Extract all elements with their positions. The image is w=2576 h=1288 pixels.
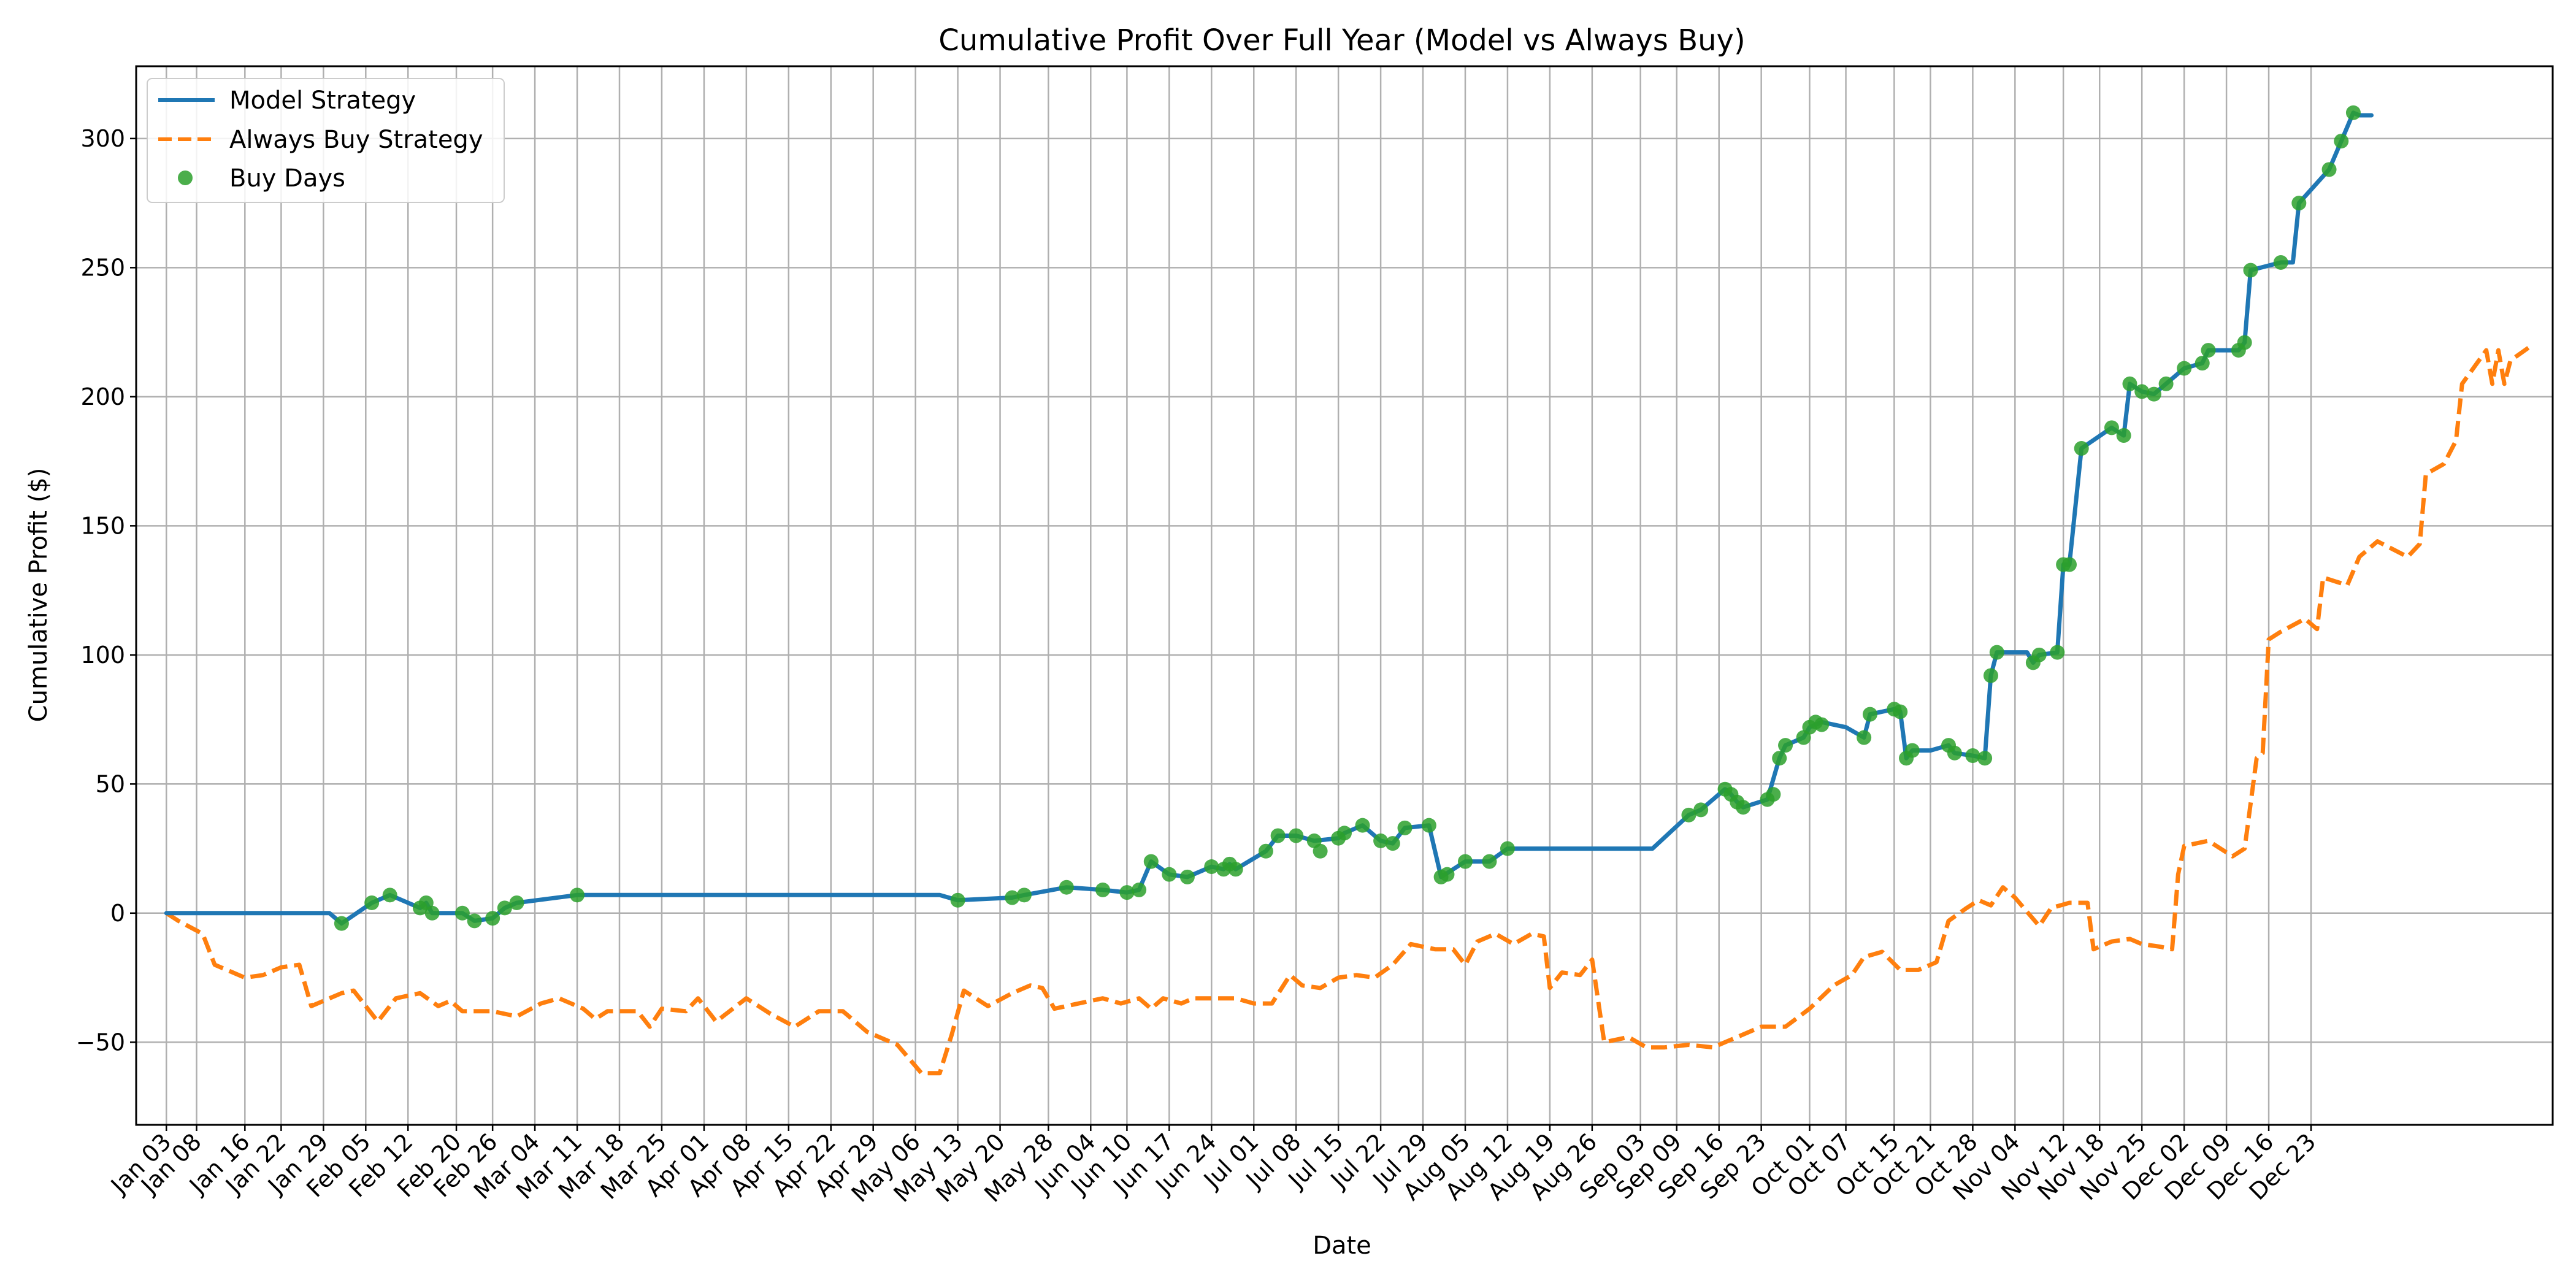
buy-day-point bbox=[1862, 707, 1877, 722]
plot-data bbox=[164, 105, 2530, 1076]
y-tick-label: 200 bbox=[80, 383, 125, 410]
buy-day-point bbox=[1857, 730, 1872, 745]
buy-day-point bbox=[2146, 386, 2161, 402]
buy-day-point bbox=[485, 911, 500, 926]
buy-day-point bbox=[1143, 854, 1159, 869]
buy-day-point bbox=[1355, 818, 1370, 833]
buy-day-point bbox=[2291, 196, 2307, 211]
buy-day-point bbox=[2122, 376, 2137, 391]
buy-day-point bbox=[1119, 885, 1135, 900]
buy-day-point bbox=[1258, 843, 1273, 859]
buy-day-point bbox=[2134, 384, 2150, 399]
y-tick-label: 150 bbox=[80, 512, 125, 539]
y-tick-label: 50 bbox=[96, 770, 125, 797]
buy-day-point bbox=[1016, 887, 1032, 903]
buy-day-point bbox=[1778, 738, 1793, 753]
buy-day-point bbox=[2321, 162, 2337, 177]
buy-day-point bbox=[1681, 807, 1696, 822]
y-tick-label: 0 bbox=[110, 900, 125, 927]
legend-frame bbox=[147, 78, 505, 203]
buy-day-point bbox=[1421, 818, 1436, 833]
buy-day-point bbox=[1904, 743, 1920, 758]
buy-day-point bbox=[2062, 557, 2077, 572]
buy-day-point bbox=[2195, 356, 2210, 371]
buy-day-point bbox=[497, 900, 512, 916]
legend-buy-days-marker bbox=[178, 171, 193, 185]
buy-day-point bbox=[1385, 836, 1400, 851]
plot-frame bbox=[135, 65, 2554, 1126]
buy-day-point bbox=[1766, 787, 1781, 802]
y-tick-label: 250 bbox=[80, 254, 125, 281]
buy-day-point bbox=[1313, 843, 1328, 859]
buy-day-point bbox=[1059, 880, 1074, 895]
buy-day-point bbox=[364, 895, 380, 910]
buy-day-point bbox=[1162, 867, 1177, 882]
buy-day-point bbox=[1439, 867, 1455, 882]
buy-day-point bbox=[2158, 376, 2174, 391]
buy-day-point bbox=[950, 892, 965, 908]
buy-day-point bbox=[2345, 105, 2361, 120]
buy-day-point bbox=[1977, 751, 1993, 766]
grid-lines bbox=[136, 66, 2553, 1125]
buy-day-point bbox=[1482, 854, 1497, 869]
buy-day-point bbox=[1289, 828, 1304, 843]
buy-day-point bbox=[570, 887, 585, 903]
buy-day-point bbox=[1204, 859, 1219, 875]
buy-day-point bbox=[1693, 802, 1709, 818]
buy-day-point bbox=[1772, 751, 1787, 766]
buy-day-point bbox=[1228, 862, 1243, 877]
buy-day-point bbox=[382, 887, 397, 903]
buy-day-point bbox=[1893, 704, 1908, 719]
buy-day-point bbox=[2177, 361, 2192, 376]
buy-day-point bbox=[2237, 335, 2252, 350]
legend-buy-days-label: Buy Days bbox=[229, 164, 345, 193]
buy-day-point bbox=[2334, 134, 2349, 149]
buy-day-point bbox=[454, 905, 470, 921]
buy-day-point bbox=[1095, 882, 1110, 897]
buy-day-point bbox=[2201, 343, 2216, 358]
buy-day-point bbox=[424, 905, 440, 921]
buy-day-point bbox=[2050, 645, 2065, 660]
chart-title: Cumulative Profit Over Full Year (Model … bbox=[938, 23, 1745, 58]
buy-day-point bbox=[2074, 441, 2089, 456]
buy-day-point bbox=[1947, 745, 1962, 761]
buy-day-point bbox=[1736, 800, 1751, 815]
buy-day-point bbox=[467, 913, 482, 929]
x-axis-label: Date bbox=[1313, 1232, 1371, 1260]
buy-day-point bbox=[2031, 647, 2047, 662]
buy-day-point bbox=[1373, 833, 1389, 848]
buy-day-point bbox=[1337, 826, 1352, 841]
buy-day-point bbox=[1397, 820, 1413, 835]
always-buy-strategy-line bbox=[165, 346, 2530, 1076]
buy-day-point bbox=[334, 916, 349, 931]
legend-always-buy-label: Always Buy Strategy bbox=[229, 126, 483, 154]
buy-day-point bbox=[2273, 255, 2288, 270]
buy-day-point bbox=[1814, 717, 1830, 732]
buy-day-point bbox=[2243, 263, 2258, 278]
buy-day-point bbox=[2116, 427, 2131, 443]
buy-day-point bbox=[1983, 668, 1998, 683]
legend-model-label: Model Strategy bbox=[229, 86, 416, 115]
y-tick-label: 300 bbox=[80, 125, 125, 152]
y-tick-label: 100 bbox=[80, 642, 125, 669]
legend: Model Strategy Always Buy Strategy Buy D… bbox=[147, 78, 505, 203]
y-axis-ticks: −50 0 50 100 150 200 250 300 bbox=[76, 125, 136, 1056]
buy-day-point bbox=[1500, 841, 1515, 856]
buy-day-point bbox=[1005, 890, 1020, 905]
y-tick-label: −50 bbox=[76, 1029, 125, 1056]
buy-day-point bbox=[1179, 869, 1195, 884]
buy-day-point bbox=[1270, 828, 1286, 843]
buy-day-point bbox=[1132, 882, 1147, 897]
buy-day-point bbox=[1989, 645, 2004, 660]
buy-day-point bbox=[509, 895, 524, 910]
buy-day-point bbox=[2104, 420, 2119, 435]
buy-day-point bbox=[1965, 748, 1980, 764]
y-axis-label: Cumulative Profit ($) bbox=[25, 468, 53, 723]
buy-day-point bbox=[1458, 854, 1473, 869]
